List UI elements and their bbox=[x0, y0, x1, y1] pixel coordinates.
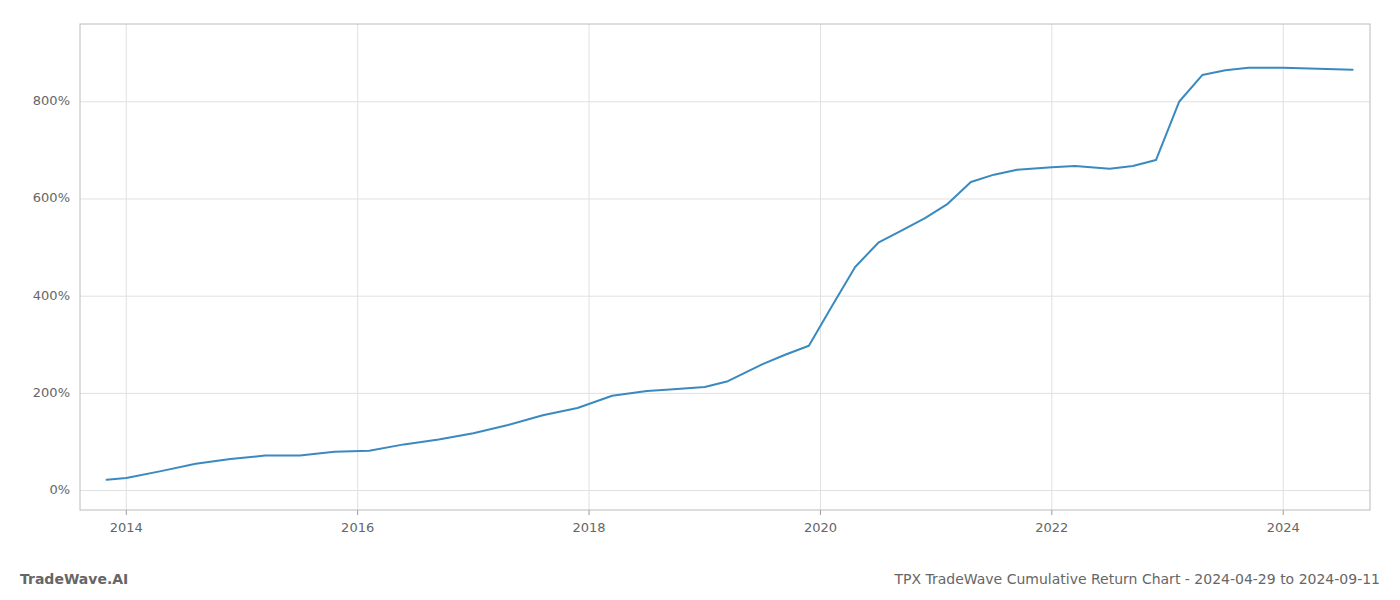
x-tick bbox=[1051, 510, 1052, 515]
footer-subtitle: TPX TradeWave Cumulative Return Chart - … bbox=[893, 571, 1380, 587]
y-grid-line bbox=[80, 101, 1370, 102]
x-grid-line bbox=[589, 24, 590, 510]
x-tick-label: 2020 bbox=[804, 520, 837, 535]
x-grid-line bbox=[1283, 24, 1284, 510]
chart-container: 0% 200% 400% 600% 800% 2014 2016 2018 2020 2022 20… bbox=[0, 0, 1400, 600]
data-layer bbox=[107, 68, 1353, 480]
x-tick-label: 2014 bbox=[110, 520, 143, 535]
y-tick-label: 200% bbox=[33, 385, 70, 400]
line-series bbox=[107, 68, 1353, 480]
x-tick bbox=[1283, 510, 1284, 515]
y-tick-label: 800% bbox=[33, 93, 70, 108]
chart-svg: 0% 200% 400% 600% 800% 2014 2016 2018 2020 2022 20… bbox=[0, 0, 1400, 600]
grid bbox=[80, 24, 1370, 510]
x-tick-label: 2016 bbox=[341, 520, 374, 535]
y-grid-line bbox=[80, 296, 1370, 297]
x-grid-line bbox=[1051, 24, 1052, 510]
y-tick-label: 600% bbox=[33, 190, 70, 205]
x-tick bbox=[820, 510, 821, 515]
x-grid-line bbox=[357, 24, 358, 510]
y-tick-label: 0% bbox=[49, 482, 70, 497]
footer-title: TradeWave.AI bbox=[20, 571, 128, 587]
axes: 0% 200% 400% 600% 800% 2014 2016 2018 2020 2022 20… bbox=[33, 24, 1370, 535]
y-grid-line bbox=[80, 198, 1370, 199]
y-grid-line bbox=[80, 393, 1370, 394]
x-tick bbox=[357, 510, 358, 515]
x-tick bbox=[126, 510, 127, 515]
x-grid-line bbox=[126, 24, 127, 510]
plot-frame bbox=[80, 24, 1370, 510]
x-tick-label: 2022 bbox=[1035, 520, 1068, 535]
x-tick-label: 2018 bbox=[573, 520, 606, 535]
y-grid-line bbox=[80, 490, 1370, 491]
y-tick-label: 400% bbox=[33, 288, 70, 303]
x-tick bbox=[589, 510, 590, 515]
x-grid-line bbox=[820, 24, 821, 510]
background bbox=[0, 0, 1400, 600]
x-tick-label: 2024 bbox=[1267, 520, 1300, 535]
